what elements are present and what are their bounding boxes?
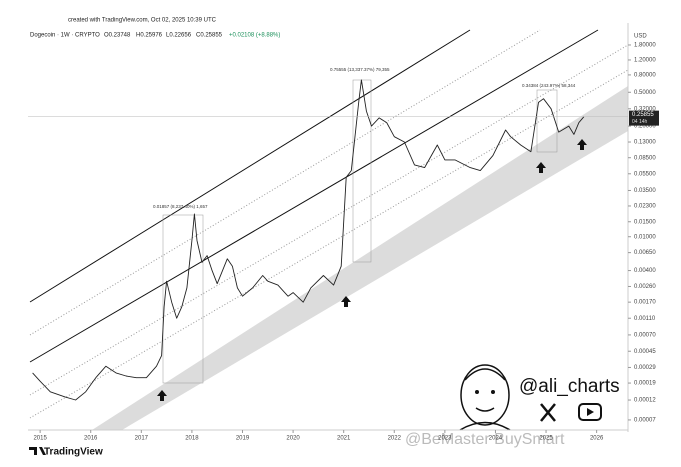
brand-logo xyxy=(29,447,46,455)
y-tick-label: 0.00070 xyxy=(634,332,656,338)
price-line xyxy=(32,79,585,401)
low: L0.22656 xyxy=(166,33,192,39)
last-price-tag xyxy=(629,110,659,126)
channel-mid-line xyxy=(29,44,629,396)
close: C0.25855 xyxy=(196,33,223,39)
created-note: created with TradingView.com, Oct 02, 20… xyxy=(68,18,217,24)
y-tick-label: 0.00650 xyxy=(634,250,656,256)
watermark: @BeMaster BuySmart xyxy=(405,431,565,448)
x-tick-label: 2025 xyxy=(539,436,553,442)
brand: TradingView xyxy=(44,447,103,458)
y-tick-label: 0.01500 xyxy=(634,219,656,225)
high: H0.25976 xyxy=(136,33,163,39)
channel-line xyxy=(29,29,599,363)
annotation: 0.01857 (8,237.40%) 1,657 xyxy=(153,204,208,209)
measure-box xyxy=(536,89,558,153)
y-tick-label: 0.80000 xyxy=(634,73,656,79)
x-tick-label: 2015 xyxy=(33,436,47,442)
y-tick-label: 0.00029 xyxy=(634,365,656,371)
x-tick-label: 2021 xyxy=(337,436,351,442)
annotation: 0.75555 (13,337.37%) 79,355 xyxy=(330,67,390,72)
measure-box xyxy=(352,79,372,263)
author: @ali_charts xyxy=(519,376,620,397)
x-tick-label: 2023 xyxy=(438,436,452,442)
y-tick-label: 0.05500 xyxy=(634,171,656,177)
y-tick-label: 1.20000 xyxy=(634,58,656,64)
channel-mid-line xyxy=(29,69,629,419)
x-tick-label: 2026 xyxy=(590,436,604,442)
y-tick-label: 0.32000 xyxy=(634,106,656,112)
y-tick-label: 0.00110 xyxy=(634,316,656,322)
change: +0.02108 (+8.88%) xyxy=(229,33,280,39)
annotation: 0.34384 (243.97%) 58,344 xyxy=(522,83,576,88)
avatar xyxy=(459,364,511,431)
countdown: 04 14h xyxy=(632,119,648,125)
support-band xyxy=(92,86,628,430)
x-tick-label: 2022 xyxy=(388,436,402,442)
x-tick-label: 2018 xyxy=(185,436,199,442)
symbol: Dogecoin · 1W · CRYPTO xyxy=(30,33,100,39)
y-tick-label: 0.20000 xyxy=(634,124,656,130)
y-tick-label: 0.13000 xyxy=(634,140,656,146)
y-tick-label: 0.00400 xyxy=(634,268,656,274)
x-tick-label: 2016 xyxy=(84,436,98,442)
y-axis-label: USD xyxy=(634,34,647,40)
y-tick-label: 0.00260 xyxy=(634,284,656,290)
y-tick-label: 0.00012 xyxy=(634,398,656,404)
y-tick-label: 0.03500 xyxy=(634,188,656,194)
y-tick-label: 0.01000 xyxy=(634,234,656,240)
y-tick-label: 0.00007 xyxy=(634,418,656,424)
x-tick-label: 2017 xyxy=(135,436,149,442)
x-tick-label: 2020 xyxy=(286,436,300,442)
channel-line xyxy=(29,29,471,303)
open: O0.23748 xyxy=(104,33,131,39)
y-tick-label: 0.02300 xyxy=(634,204,656,210)
arrows xyxy=(157,139,587,401)
social-icons xyxy=(540,403,602,422)
measure-box xyxy=(162,214,204,384)
y-tick-label: 0.00045 xyxy=(634,349,656,355)
y-tick-label: 1.80000 xyxy=(634,43,656,49)
y-tick-label: 0.00170 xyxy=(634,300,656,306)
y-tick-label: 0.00019 xyxy=(634,381,656,387)
channel-mid-line xyxy=(29,29,541,336)
y-tick-label: 0.08500 xyxy=(634,155,656,161)
last-price-label: 0.25855 xyxy=(632,112,654,118)
x-tick-label: 2024 xyxy=(489,436,503,442)
y-tick-label: 0.50000 xyxy=(634,90,656,96)
x-tick-label: 2019 xyxy=(236,436,250,442)
